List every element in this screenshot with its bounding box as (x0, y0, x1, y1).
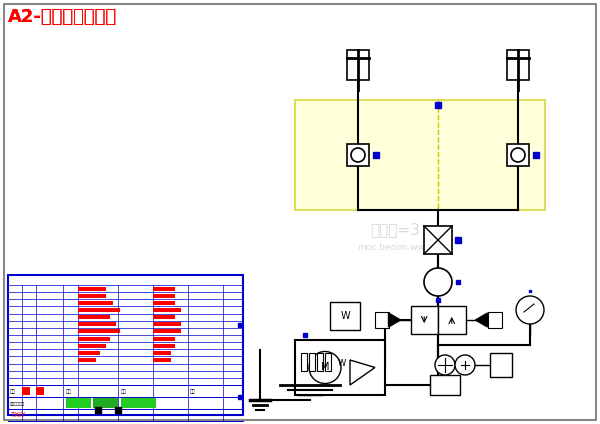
Bar (325, 353, 331, 371)
Bar (78, 308, 120, 312)
Circle shape (455, 355, 475, 375)
Bar (8, 275, 243, 415)
Bar (490, 353, 512, 377)
Bar (78, 315, 110, 319)
Polygon shape (389, 313, 401, 327)
Bar (438, 306, 466, 334)
Circle shape (309, 351, 341, 383)
Polygon shape (350, 360, 375, 385)
Text: 总装配图名称: 总装配图名称 (10, 402, 25, 406)
Bar (424, 226, 452, 254)
Text: TXIY: TXIY (10, 412, 25, 418)
Bar (36, 387, 44, 395)
Bar (317, 353, 323, 371)
Bar (153, 315, 175, 319)
Bar (507, 144, 529, 166)
Bar (78, 337, 110, 340)
Bar (153, 294, 175, 298)
Bar (153, 337, 175, 340)
Bar (153, 322, 181, 326)
Bar (78, 329, 120, 333)
Bar (153, 329, 181, 333)
Bar (78, 287, 106, 290)
Bar (153, 287, 175, 290)
Bar (153, 351, 171, 355)
Bar (153, 308, 181, 312)
Bar (93, 398, 118, 408)
Text: 批准: 批准 (190, 388, 196, 393)
Bar (374, 312, 389, 328)
Bar (153, 358, 171, 362)
Bar (295, 100, 545, 210)
Bar (347, 144, 369, 166)
Circle shape (511, 148, 525, 162)
Text: A2-液压系统原理图: A2-液压系统原理图 (8, 8, 117, 26)
Text: 网风木=3: 网风木=3 (370, 223, 420, 237)
Bar (78, 301, 113, 305)
Text: moc.beoim.www: moc.beoim.www (358, 243, 433, 253)
Bar (121, 398, 156, 408)
Bar (78, 322, 116, 326)
Bar (309, 353, 315, 371)
Bar (487, 312, 502, 328)
Bar (153, 301, 175, 305)
Circle shape (351, 148, 365, 162)
Bar (410, 306, 438, 334)
Bar (295, 340, 385, 395)
Bar (153, 344, 175, 348)
Bar (66, 398, 91, 408)
Text: A2-液压系统原理图: A2-液压系统原理图 (8, 8, 117, 26)
Text: W: W (340, 311, 350, 321)
Circle shape (516, 296, 544, 324)
Bar (78, 344, 106, 348)
Text: 审核: 审核 (66, 388, 72, 393)
Text: W: W (338, 359, 346, 368)
Bar (78, 294, 106, 298)
Circle shape (435, 355, 455, 375)
Bar (507, 50, 529, 80)
Bar (330, 302, 360, 330)
Text: 标准: 标准 (121, 388, 127, 393)
Text: 总装: 总装 (10, 388, 16, 393)
Bar (430, 375, 460, 395)
Bar (347, 50, 369, 80)
Bar (22, 387, 30, 395)
Bar (301, 353, 307, 371)
Bar (78, 358, 96, 362)
Bar (78, 351, 100, 355)
Text: M: M (321, 363, 329, 373)
Polygon shape (476, 313, 487, 327)
Circle shape (424, 268, 452, 296)
